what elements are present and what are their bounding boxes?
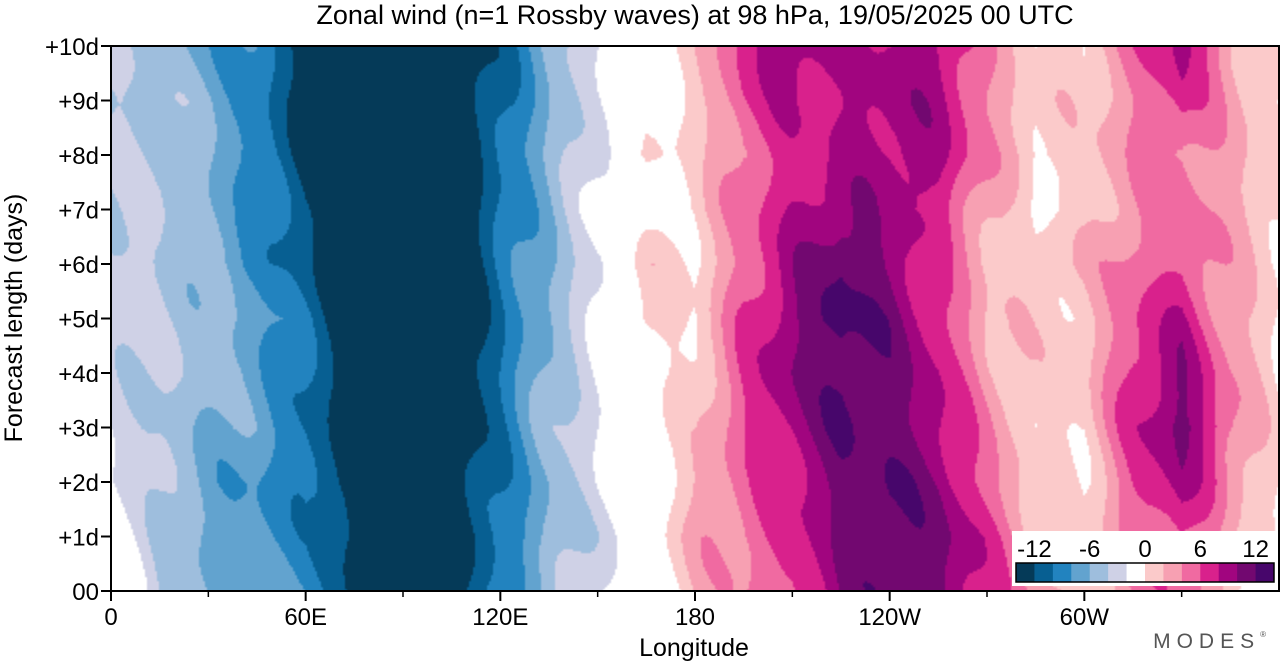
y-tick-label: +9d: [58, 89, 99, 116]
y-tick-label: +10d: [45, 34, 99, 61]
x-axis-label: Longitude: [639, 634, 749, 662]
x-tick-label: 120W: [858, 604, 921, 631]
colorbar-swatch: [1089, 563, 1109, 582]
wind-field-contours: [111, 46, 1279, 591]
y-tick-label: +6d: [58, 252, 99, 279]
y-tick-label: +5d: [58, 307, 99, 334]
colorbar-swatch: [1145, 563, 1164, 582]
colorbar-swatch: [1200, 563, 1220, 582]
y-tick-label: +2d: [58, 470, 99, 497]
colorbar-label: -12: [1017, 536, 1052, 563]
colorbar-swatch: [1163, 563, 1183, 582]
colorbar-label: 12: [1242, 536, 1269, 563]
y-tick-label: 00: [72, 579, 99, 606]
colorbar-swatch: [1016, 563, 1035, 582]
colorbar-frame: [1015, 562, 1275, 583]
y-tick-label: +3d: [58, 416, 99, 443]
y-tick-label: +7d: [58, 198, 99, 225]
colorbar-swatch: [1071, 563, 1091, 582]
x-tick-label: 120E: [472, 604, 528, 631]
y-tick-label: +1d: [58, 525, 99, 552]
colorbar-swatch: [1255, 563, 1275, 582]
colorbar-swatch: [1052, 563, 1072, 582]
y-axis: 00 +1d +2d +3d +4d +5d +6d +7d +8d +9d +10d: [45, 34, 111, 606]
y-axis-label: Forecast length (days): [0, 194, 28, 443]
colorbar-label: -6: [1079, 536, 1100, 563]
colorbar-swatch: [1218, 563, 1238, 582]
x-tick-label: 0: [104, 604, 117, 631]
modes-logo: MODES®: [1153, 630, 1266, 654]
colorbar-swatch: [1237, 563, 1257, 582]
colorbar-swatch: [1034, 563, 1054, 582]
x-axis: 0 60E 120E 180 120W 60W: [104, 591, 1183, 631]
x-tick-label: 60W: [1060, 604, 1110, 631]
y-tick-label: +8d: [58, 143, 99, 170]
x-tick-label: 180: [675, 604, 715, 631]
plot-area: [110, 45, 1280, 592]
colorbar: -12 -6 0 6 12: [1012, 531, 1278, 586]
logo-text: MODES: [1153, 630, 1261, 653]
logo-registered-mark: ®: [1260, 630, 1266, 639]
x-tick-label: 60E: [284, 604, 327, 631]
colorbar-label: 0: [1138, 536, 1151, 563]
colorbar-swatch: [1181, 563, 1201, 582]
y-tick-label: +4d: [58, 361, 99, 388]
colorbar-label: 6: [1194, 536, 1207, 563]
chart-title: Zonal wind (n=1 Rossby waves) at 98 hPa,…: [316, 0, 1073, 30]
colorbar-swatch: [1126, 563, 1146, 582]
colorbar-swatch: [1108, 563, 1128, 582]
